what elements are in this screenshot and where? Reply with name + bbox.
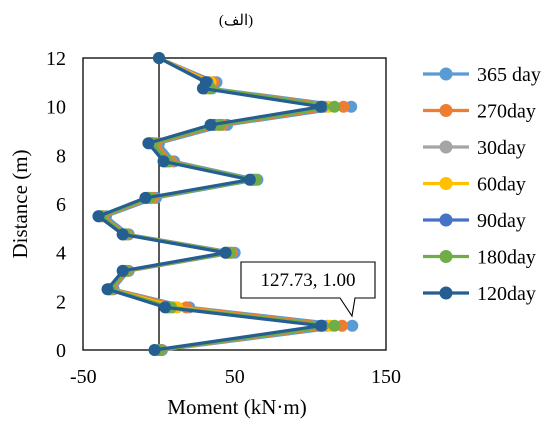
legend-marker xyxy=(439,140,453,154)
legend-label: 120day xyxy=(477,283,536,305)
legend: 365 day 270day 30day 60day 90day 180day 120day xyxy=(423,64,541,305)
series-120day xyxy=(92,52,327,356)
data-point xyxy=(139,191,152,204)
series-layer xyxy=(92,52,359,356)
data-point xyxy=(204,118,217,131)
legend-marker xyxy=(439,104,453,117)
x-tick-label: -50 xyxy=(70,366,97,388)
legend-marker xyxy=(439,177,453,190)
data-point xyxy=(346,319,359,332)
y-tick-label: 2 xyxy=(56,291,66,313)
data-callout: 127.73, 1.00 xyxy=(240,261,376,318)
legend-item: 120day xyxy=(423,283,536,305)
data-point xyxy=(116,228,129,241)
data-point xyxy=(157,155,170,168)
x-tick-labels: -50 50 150 xyxy=(70,366,401,388)
data-point xyxy=(142,137,155,150)
legend-label: 30day xyxy=(477,137,526,159)
chart-title: (الف) xyxy=(219,13,253,29)
y-tick-label: 12 xyxy=(46,48,66,70)
legend-item: 90day xyxy=(423,210,526,232)
data-point xyxy=(337,100,350,113)
legend-label: 180day xyxy=(477,247,536,269)
data-point xyxy=(159,301,172,314)
data-point xyxy=(92,210,105,223)
data-point xyxy=(116,264,129,277)
legend-item: 30day xyxy=(423,137,526,159)
data-point xyxy=(101,283,114,296)
data-point xyxy=(243,173,256,186)
x-tick-label: 150 xyxy=(371,366,401,388)
legend-item: 60day xyxy=(423,174,526,196)
data-point xyxy=(148,344,161,356)
legend-label: 90day xyxy=(477,210,526,232)
callout-text: 127.73, 1.00 xyxy=(261,270,356,291)
legend-item: 180day xyxy=(423,247,536,269)
y-tick-label: 10 xyxy=(46,97,66,119)
y-tick-label: 8 xyxy=(56,145,66,167)
legend-marker xyxy=(439,286,453,300)
legend-item: 270day xyxy=(423,101,536,123)
legend-item: 365 day xyxy=(423,64,541,86)
legend-marker xyxy=(439,67,453,81)
y-tick-labels: 0 2 4 6 8 10 12 xyxy=(46,48,66,362)
data-point xyxy=(199,76,212,89)
legend-marker xyxy=(439,213,453,227)
y-axis-label: Distance (m) xyxy=(8,149,32,258)
legend-label: 365 day xyxy=(477,64,541,86)
y-tick-label: 4 xyxy=(56,243,66,265)
data-point xyxy=(153,52,165,64)
x-tick-label: 50 xyxy=(225,366,245,388)
data-point xyxy=(314,100,327,113)
y-tick-label: 0 xyxy=(56,340,66,362)
data-point xyxy=(328,319,341,332)
legend-marker xyxy=(439,250,453,263)
data-point xyxy=(314,319,327,332)
data-point xyxy=(328,100,341,113)
x-axis-label: Moment (kN·m) xyxy=(167,395,306,419)
data-point xyxy=(219,246,232,259)
y-tick-label: 6 xyxy=(56,194,66,216)
legend-label: 270day xyxy=(477,101,536,123)
callout-box xyxy=(240,261,376,318)
legend-label: 60day xyxy=(477,174,526,196)
